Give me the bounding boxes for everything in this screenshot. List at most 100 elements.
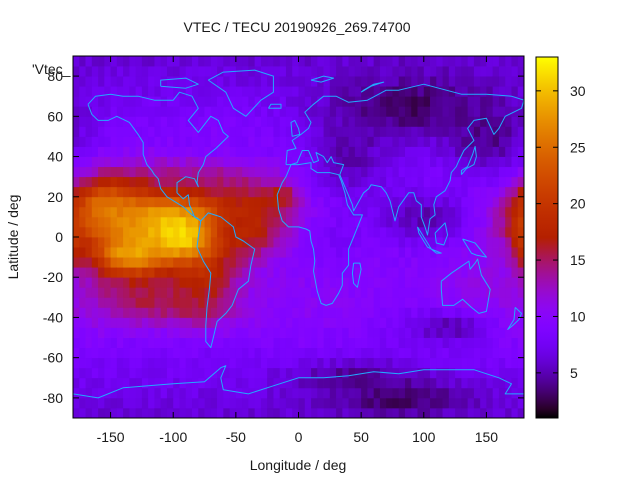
heatmap-cell (73, 196, 80, 208)
heatmap-cell (317, 367, 324, 379)
heatmap-cell (398, 66, 406, 77)
heatmap-cell (85, 237, 93, 248)
heatmap-cell (85, 96, 93, 107)
heatmap-cell (104, 257, 111, 268)
heatmap-cell (73, 136, 80, 147)
heatmap-cell (498, 216, 506, 228)
heatmap-cell (148, 247, 155, 258)
heatmap-cell (210, 176, 218, 188)
heatmap-cell (517, 407, 525, 419)
heatmap-cell (135, 146, 143, 157)
heatmap-cell (461, 226, 469, 238)
heatmap-cell (354, 166, 362, 178)
heatmap-cell (411, 216, 418, 228)
heatmap-cell (442, 277, 450, 288)
heatmap-cell (248, 327, 256, 338)
heatmap-cell (329, 96, 337, 107)
heatmap-cell (79, 66, 86, 77)
heatmap-cell (486, 267, 494, 278)
heatmap-cell (361, 116, 368, 127)
heatmap-cell (85, 317, 93, 328)
heatmap-cell (467, 76, 475, 87)
heatmap-cell (517, 297, 525, 308)
heatmap-cell (373, 317, 381, 328)
heatmap-cell (248, 66, 256, 77)
heatmap-cell (311, 347, 318, 359)
heatmap-cell (498, 237, 506, 248)
heatmap-cell (267, 206, 274, 218)
heatmap-cell (517, 317, 525, 328)
heatmap-cell (116, 317, 124, 328)
heatmap-cell (298, 287, 306, 298)
heatmap-cell (104, 297, 111, 308)
heatmap-cell (192, 96, 199, 107)
heatmap-cell (486, 277, 494, 288)
heatmap-cell (311, 247, 318, 258)
heatmap-cell (154, 387, 162, 399)
heatmap-cell (354, 136, 362, 147)
heatmap-cell (442, 297, 450, 308)
heatmap-cell (448, 317, 456, 328)
heatmap-cell (404, 407, 412, 419)
heatmap-cell (354, 216, 362, 228)
heatmap-cell (430, 136, 437, 147)
heatmap-cell (411, 56, 418, 67)
heatmap-cell (417, 86, 425, 97)
heatmap-cell (254, 206, 262, 218)
heatmap-cell (517, 216, 525, 228)
heatmap-cell (173, 247, 180, 258)
heatmap-cell (386, 116, 393, 127)
heatmap-cell (329, 166, 337, 178)
heatmap-cell (79, 367, 86, 379)
coastline-path (460, 146, 477, 176)
heatmap-cell (392, 267, 400, 278)
heatmap-cell (192, 186, 199, 198)
heatmap-cell (235, 297, 243, 308)
heatmap-cell (110, 387, 118, 399)
heatmap-cell (204, 307, 212, 318)
heatmap-cell (91, 116, 99, 127)
heatmap-cell (285, 136, 293, 147)
heatmap-cell (467, 86, 475, 97)
heatmap-cell (85, 206, 93, 218)
heatmap-cell (336, 357, 343, 369)
heatmap-cell (480, 106, 487, 117)
heatmap-cell (248, 337, 256, 349)
heatmap-cell (248, 166, 256, 178)
heatmap-cell (135, 337, 143, 349)
heatmap-cell (361, 277, 368, 288)
heatmap-cell (304, 267, 312, 278)
heatmap-cell (185, 317, 193, 328)
heatmap-cell (198, 367, 205, 379)
heatmap-cell (248, 76, 256, 87)
heatmap-cell (348, 287, 356, 298)
heatmap-cell (223, 186, 230, 198)
heatmap-cell (292, 347, 299, 359)
heatmap-cell (285, 106, 293, 117)
heatmap-cell (411, 196, 418, 208)
heatmap-cell (436, 277, 443, 288)
heatmap-cell (455, 287, 462, 298)
heatmap-cell (210, 397, 218, 409)
heatmap-cell (91, 317, 99, 328)
heatmap-cell (473, 337, 481, 349)
heatmap-cell (480, 206, 487, 218)
heatmap-cell (367, 56, 375, 67)
heatmap-cell (104, 106, 111, 117)
heatmap-cell (323, 247, 331, 258)
heatmap-cell (354, 56, 362, 67)
heatmap-cell (254, 166, 262, 178)
heatmap-cell (323, 196, 331, 208)
heatmap-cell (505, 76, 512, 87)
heatmap-cell (329, 357, 337, 369)
heatmap-cell (79, 397, 86, 409)
heatmap-cell (404, 206, 412, 218)
heatmap-cell (292, 297, 299, 308)
heatmap-cell (123, 216, 130, 228)
heatmap-cell (430, 106, 437, 117)
heatmap-cell (235, 267, 243, 278)
heatmap-cell (430, 156, 437, 168)
heatmap-cell (461, 186, 469, 198)
heatmap-cell (311, 76, 318, 87)
heatmap-cell (511, 126, 519, 137)
